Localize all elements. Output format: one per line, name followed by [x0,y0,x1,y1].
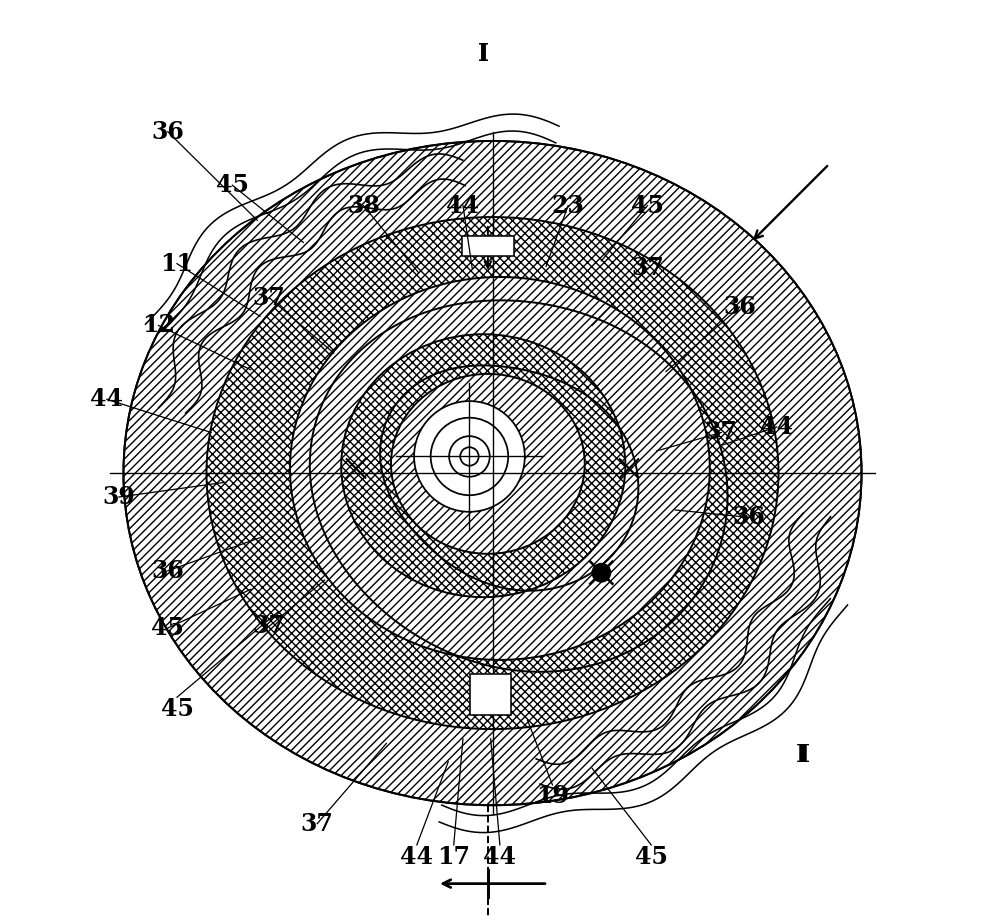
Text: 12: 12 [142,313,175,337]
Text: 39: 39 [102,485,135,509]
Bar [462,236,514,256]
Text: 45: 45 [216,173,249,197]
Text: I: I [799,744,810,768]
Text: 44: 44 [91,387,123,411]
Text: 44: 44 [400,845,433,869]
Text: 37: 37 [705,420,738,444]
Text: 36: 36 [723,295,756,319]
Text: 45: 45 [152,616,184,640]
Text: 37: 37 [253,614,286,638]
Text: 36: 36 [152,120,184,144]
Text: 45: 45 [631,193,664,217]
Circle shape [414,401,525,512]
Text: 37: 37 [631,256,664,280]
Bar [471,675,511,715]
Circle shape [430,418,508,495]
Text: 19: 19 [536,784,569,808]
Circle shape [460,447,479,466]
Text: 17: 17 [437,845,470,869]
Text: 44: 44 [446,193,480,217]
Text: 36: 36 [733,505,765,529]
Ellipse shape [207,217,778,729]
Text: I: I [478,43,489,67]
Text: 11: 11 [161,251,193,275]
Circle shape [449,436,490,477]
Text: 36: 36 [152,559,184,583]
Text: I: I [796,744,807,768]
Ellipse shape [290,277,710,660]
Text: 37: 37 [300,811,334,835]
Ellipse shape [341,334,625,597]
Text: 37: 37 [253,286,286,310]
Text: 45: 45 [161,698,193,722]
Ellipse shape [123,141,862,805]
Text: 23: 23 [552,193,584,217]
Text: 44: 44 [484,845,516,869]
Text: 44: 44 [760,415,793,439]
Circle shape [592,564,611,582]
Text: 45: 45 [634,845,668,869]
Text: 38: 38 [347,193,380,217]
Ellipse shape [391,374,585,553]
Text: I: I [478,43,489,67]
